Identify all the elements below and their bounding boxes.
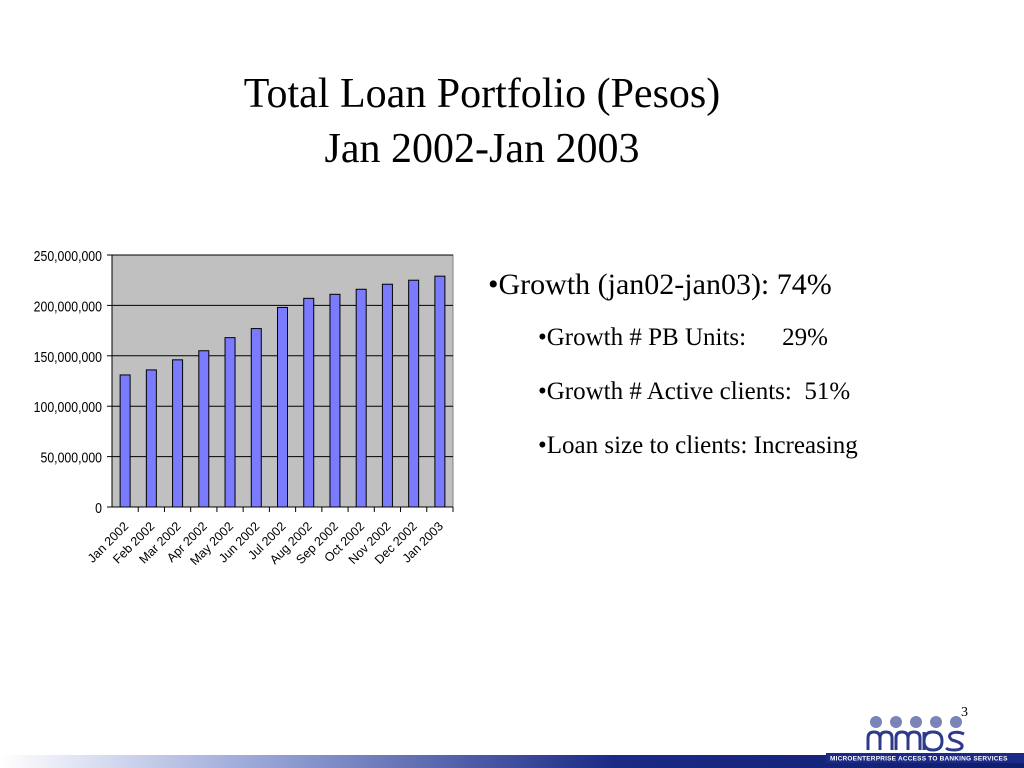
bar — [224, 337, 236, 508]
y-tick-label: 200,000,000 — [34, 298, 103, 314]
bullet-growth-pb-units: •Growth # PB Units: 29% — [488, 324, 858, 352]
bullet-value: 29% — [782, 324, 828, 351]
logo-dots — [870, 716, 962, 728]
bar — [198, 350, 210, 508]
bullet-list: •Growth (jan02-jan03): 74% •Growth # PB … — [488, 268, 858, 460]
bar — [119, 374, 131, 508]
bullet-growth-active-clients: •Growth # Active clients: 51% — [488, 378, 858, 406]
bullet-value: 51% — [804, 378, 851, 405]
bar — [329, 293, 341, 508]
bullet-label: •Growth # PB Units: — [538, 324, 747, 351]
bar — [355, 288, 367, 508]
bar — [277, 306, 288, 508]
bullet-growth-total: •Growth (jan02-jan03): 74% — [488, 268, 832, 301]
bar — [408, 279, 420, 508]
bar — [250, 328, 262, 508]
y-tick-label: 0 — [95, 500, 102, 516]
logo-tagline-band — [826, 753, 1024, 763]
y-tick-label: 100,000,000 — [34, 399, 103, 415]
bar — [303, 297, 315, 508]
slide-title-line2: Jan 2002-Jan 2003 — [324, 126, 640, 172]
y-tick-label: 50,000,000 — [40, 449, 102, 465]
bar — [434, 275, 446, 508]
bullet-label: •Growth # Active clients: — [538, 378, 792, 405]
bullet-label: •Loan size to clients: Increasing — [538, 432, 858, 459]
bar — [172, 359, 184, 508]
bullet-loan-size: •Loan size to clients: Increasing — [488, 432, 858, 460]
logo-letters — [866, 730, 965, 752]
footer-bar — [0, 755, 1024, 768]
logo-tagline: MICROENTERPRISE ACCESS TO BANKING SERVIC… — [830, 756, 1008, 763]
bar-chart: 0 50,000,000 100,000,000 150,000,000 200,000… — [34, 248, 454, 568]
bar — [381, 283, 393, 508]
y-tick-label: 250,000,000 — [34, 248, 103, 264]
page-number: 3 — [961, 705, 968, 720]
slide-title-line1: Total Loan Portfolio (Pesos) — [243, 71, 721, 117]
mabs-logo: MICROENTERPRISE ACCESS TO BANKING SERVIC… — [826, 716, 1024, 763]
bar — [145, 369, 157, 508]
y-tick-label: 150,000,000 — [34, 349, 103, 365]
